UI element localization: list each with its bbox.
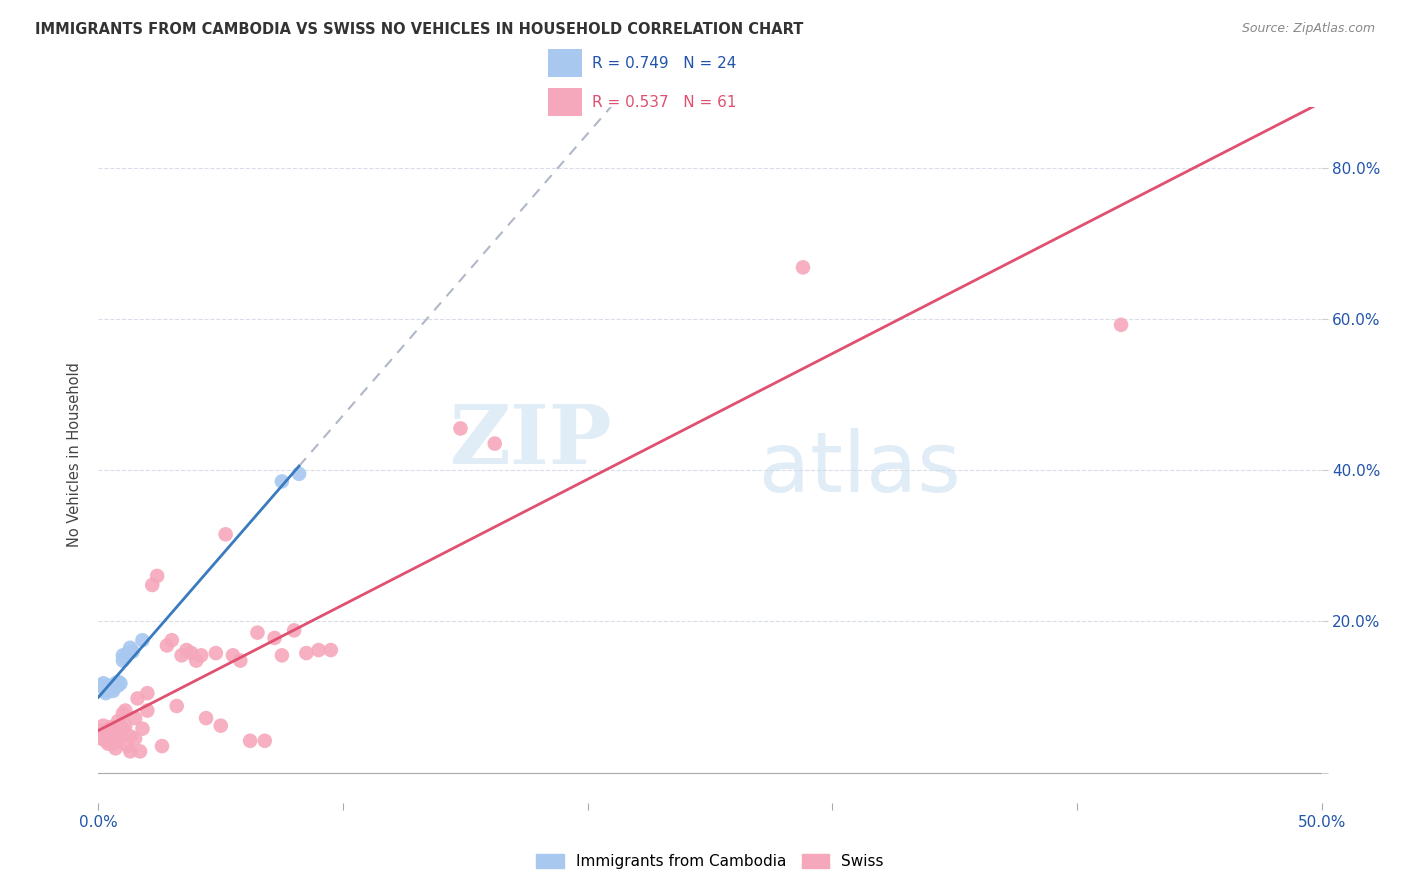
Text: R = 0.749   N = 24: R = 0.749 N = 24: [592, 55, 735, 70]
Point: [146, 569, 169, 583]
Point: [263, 631, 285, 645]
Point: [100, 682, 122, 697]
Point: [121, 644, 143, 658]
Bar: [548, 87, 582, 116]
Point: [91, 676, 114, 690]
Point: [117, 739, 139, 753]
Point: [120, 729, 142, 743]
Point: [94, 686, 117, 700]
Point: [97, 681, 120, 695]
Point: [270, 475, 294, 489]
Point: [110, 676, 132, 690]
Point: [94, 684, 117, 698]
Point: [111, 706, 134, 721]
Point: [195, 711, 218, 725]
Point: [239, 733, 262, 747]
Point: [110, 729, 132, 743]
Bar: [548, 49, 582, 78]
Point: [101, 681, 124, 695]
Point: [319, 643, 342, 657]
Point: [166, 698, 188, 713]
Point: [107, 674, 129, 689]
Point: [120, 640, 142, 655]
Point: [156, 639, 179, 653]
Point: [136, 704, 159, 718]
Point: [97, 737, 120, 751]
Point: [104, 676, 127, 690]
Point: [484, 436, 506, 450]
Point: [111, 722, 134, 736]
Point: [131, 633, 153, 648]
Point: [450, 421, 472, 435]
Point: [222, 648, 245, 663]
Point: [270, 648, 294, 663]
Point: [97, 723, 120, 738]
Point: [107, 714, 129, 728]
Point: [170, 648, 193, 663]
Point: [176, 643, 198, 657]
Point: [214, 527, 236, 541]
Point: [288, 467, 311, 481]
Point: [94, 733, 117, 747]
Point: [150, 739, 173, 753]
Point: [90, 679, 112, 693]
Point: [136, 686, 159, 700]
Point: [117, 646, 139, 660]
Point: [792, 260, 814, 275]
Point: [283, 624, 305, 638]
Text: IMMIGRANTS FROM CAMBODIA VS SWISS NO VEHICLES IN HOUSEHOLD CORRELATION CHART: IMMIGRANTS FROM CAMBODIA VS SWISS NO VEH…: [35, 22, 803, 37]
Point: [111, 654, 134, 668]
Point: [127, 691, 149, 706]
Point: [114, 719, 136, 733]
Point: [100, 733, 122, 747]
Point: [124, 711, 146, 725]
Point: [180, 646, 202, 660]
Point: [101, 737, 124, 751]
Point: [101, 728, 124, 742]
Point: [111, 648, 134, 663]
Point: [100, 680, 122, 694]
Point: [94, 729, 117, 743]
Point: [104, 741, 127, 756]
Point: [129, 744, 152, 758]
Point: [114, 650, 136, 665]
Y-axis label: No Vehicles in Household: No Vehicles in Household: [67, 362, 83, 548]
Point: [308, 643, 330, 657]
Point: [141, 578, 163, 592]
Point: [246, 625, 269, 640]
Point: [104, 679, 127, 693]
Point: [190, 648, 212, 663]
Point: [229, 654, 252, 668]
Point: [1109, 318, 1132, 332]
Point: [209, 719, 232, 733]
Text: atlas: atlas: [759, 428, 960, 509]
Point: [114, 704, 136, 718]
Point: [205, 646, 228, 660]
Point: [91, 719, 114, 733]
Text: R = 0.537   N = 61: R = 0.537 N = 61: [592, 95, 737, 110]
Point: [295, 646, 318, 660]
Point: [131, 722, 153, 736]
Legend: Immigrants from Cambodia, Swiss: Immigrants from Cambodia, Swiss: [530, 848, 890, 875]
Point: [124, 731, 146, 746]
Point: [90, 731, 112, 746]
Point: [120, 744, 142, 758]
Point: [107, 679, 129, 693]
Point: [91, 728, 114, 742]
Point: [101, 684, 124, 698]
Point: [186, 654, 208, 668]
Point: [160, 633, 183, 648]
Point: [104, 723, 127, 738]
Text: Source: ZipAtlas.com: Source: ZipAtlas.com: [1241, 22, 1375, 36]
Point: [100, 720, 122, 734]
Point: [107, 733, 129, 747]
Point: [253, 733, 276, 747]
Point: [97, 679, 120, 693]
Point: [90, 723, 112, 738]
Text: ZIP: ZIP: [450, 401, 612, 481]
